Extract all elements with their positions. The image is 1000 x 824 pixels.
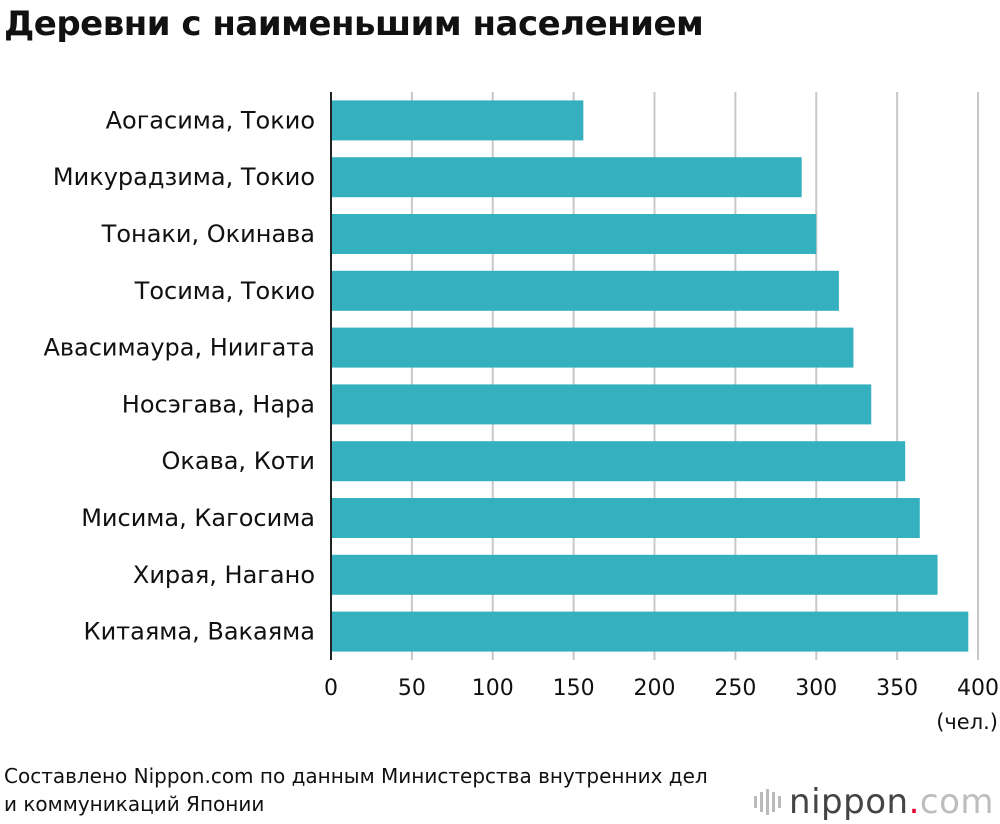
category-label: Тонаки, Окинава <box>101 220 315 248</box>
category-label: Хирая, Нагано <box>133 561 315 589</box>
chart-title: Деревни с наименьшим населением <box>4 4 704 44</box>
bar <box>331 327 854 368</box>
x-tick-label: 150 <box>553 676 595 701</box>
bar <box>331 270 839 311</box>
x-tick-label: 400 <box>957 676 999 701</box>
x-tick-label: 250 <box>714 676 756 701</box>
bar <box>331 214 817 254</box>
bar <box>331 441 906 482</box>
category-label: Авасимаура, Ниигата <box>43 334 315 362</box>
source-line-2: и коммуникаций Японии <box>4 792 265 816</box>
source-note: Составлено Nippon.com по данным Министер… <box>4 762 708 818</box>
bar <box>331 554 938 595</box>
x-tick-label: 100 <box>472 676 514 701</box>
x-tick-label: 0 <box>324 676 338 701</box>
nippon-logo: nippon. com <box>753 782 994 822</box>
x-tick-label: 50 <box>398 676 426 701</box>
bar <box>331 498 920 538</box>
x-unit-label: (чел.) <box>936 710 998 734</box>
bar <box>331 100 584 141</box>
logo-dot: . <box>908 782 920 822</box>
category-label: Носэгава, Нара <box>122 390 315 418</box>
category-label: Тосима, Токио <box>134 277 315 305</box>
category-label: Аогасима, Токио <box>106 106 315 134</box>
bar <box>331 157 802 198</box>
bar <box>331 384 872 425</box>
logo-bars-icon <box>754 789 782 815</box>
category-label: Мисима, Кагосима <box>81 504 315 532</box>
logo-name: nippon <box>789 782 909 822</box>
bar-chart: Аогасима, Токио Микурадзима, Токио Тонаки,… <box>43 92 999 734</box>
x-tick-label: 350 <box>876 676 918 701</box>
category-label: Окава, Коти <box>161 447 315 475</box>
x-tick-label: 200 <box>634 676 676 701</box>
bar <box>331 611 969 652</box>
category-label: Китаяма, Вакаяма <box>84 618 315 646</box>
category-label: Микурадзима, Токио <box>53 163 315 191</box>
logo-com: com <box>919 782 994 822</box>
source-line-1: Составлено Nippon.com по данным Министер… <box>4 764 708 788</box>
x-tick-label: 300 <box>795 676 837 701</box>
